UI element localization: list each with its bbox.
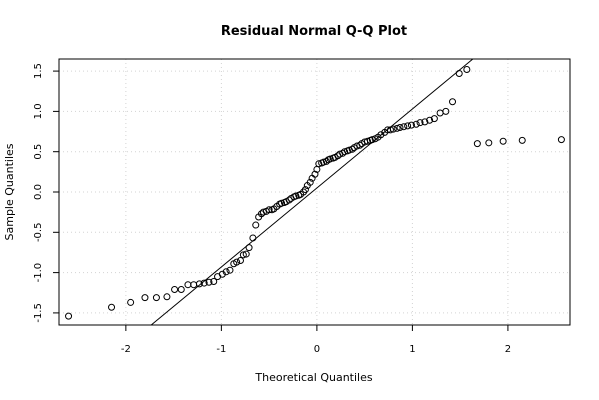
y-tick-label-5: 1.0: [33, 103, 44, 119]
data-point: [322, 157, 330, 165]
data-point: [364, 137, 372, 145]
data-point: [292, 192, 300, 200]
data-point: [190, 281, 198, 289]
reference-line: [150, 58, 474, 326]
y-tick-label-6: 1.5: [33, 63, 44, 79]
data-point: [463, 65, 471, 73]
data-point: [152, 294, 160, 302]
data-point: [499, 137, 507, 145]
data-point: [177, 286, 185, 294]
data-point: [348, 145, 356, 153]
y-axis: -1.5 -1.0 -0.5 0.0 0.5 1.0 1.5: [33, 63, 59, 323]
data-point: [557, 136, 565, 144]
data-point: [412, 120, 420, 128]
data-point: [518, 136, 526, 144]
data-point: [226, 266, 234, 274]
data-point: [455, 70, 463, 78]
data-point: [449, 98, 457, 106]
data-point: [430, 115, 438, 123]
data-point: [315, 160, 323, 168]
y-tick-label-0: -1.5: [33, 303, 44, 323]
data-point: [65, 312, 73, 320]
data-point: [356, 141, 364, 149]
data-point: [171, 286, 179, 294]
data-point: [222, 268, 230, 276]
data-point: [239, 251, 247, 259]
data-point: [218, 270, 226, 278]
data-point: [265, 206, 273, 214]
data-point: [245, 244, 253, 252]
data-point: [404, 122, 412, 130]
data-point: [108, 303, 116, 311]
data-point: [200, 279, 208, 287]
data-point: [249, 234, 257, 242]
data-point: [341, 148, 349, 156]
data-point: [400, 123, 408, 131]
data-point: [285, 196, 293, 204]
y-tick-label-1: -1.0: [33, 263, 44, 283]
chart-title: Residual Normal Q-Q Plot: [221, 24, 407, 39]
data-point: [326, 155, 334, 163]
x-axis: -2 -1 0 1 2: [121, 325, 511, 355]
data-point: [389, 125, 397, 133]
data-point: [141, 294, 149, 302]
data-point: [163, 293, 171, 301]
grid: [59, 59, 570, 325]
x-tick-label-2: 0: [314, 344, 320, 355]
y-tick-label-4: 0.5: [33, 144, 44, 160]
data-point: [436, 109, 444, 117]
data-points: [65, 65, 565, 320]
data-point: [386, 126, 394, 134]
data-point: [210, 277, 218, 285]
data-point: [473, 140, 481, 148]
data-point: [421, 118, 429, 126]
y-axis-label: Sample Quantiles: [3, 143, 16, 240]
data-point: [311, 170, 319, 178]
x-tick-label-3: 1: [409, 344, 415, 355]
data-point: [242, 250, 250, 258]
data-point: [368, 136, 376, 144]
data-point: [205, 278, 213, 286]
x-tick-label-4: 2: [505, 344, 511, 355]
y-tick-label-3: 0.0: [33, 184, 44, 200]
data-point: [252, 221, 260, 229]
data-point: [278, 199, 286, 207]
data-point: [377, 131, 385, 139]
data-point: [184, 281, 192, 289]
data-point: [407, 121, 415, 129]
data-point: [233, 258, 241, 266]
data-point: [259, 208, 267, 216]
y-tick-label-2: -0.5: [33, 223, 44, 243]
data-point: [306, 178, 314, 186]
data-point: [442, 107, 450, 115]
data-point: [236, 257, 244, 265]
x-axis-label: Theoretical Quantiles: [254, 371, 372, 384]
x-tick-label-1: -1: [216, 344, 226, 355]
data-point: [127, 298, 135, 306]
data-point: [426, 116, 434, 124]
data-point: [396, 124, 404, 132]
data-point: [393, 124, 401, 132]
x-tick-label-0: -2: [121, 344, 131, 355]
data-point: [301, 186, 309, 194]
data-point: [485, 139, 493, 147]
data-point: [416, 119, 424, 127]
data-point: [195, 280, 203, 288]
